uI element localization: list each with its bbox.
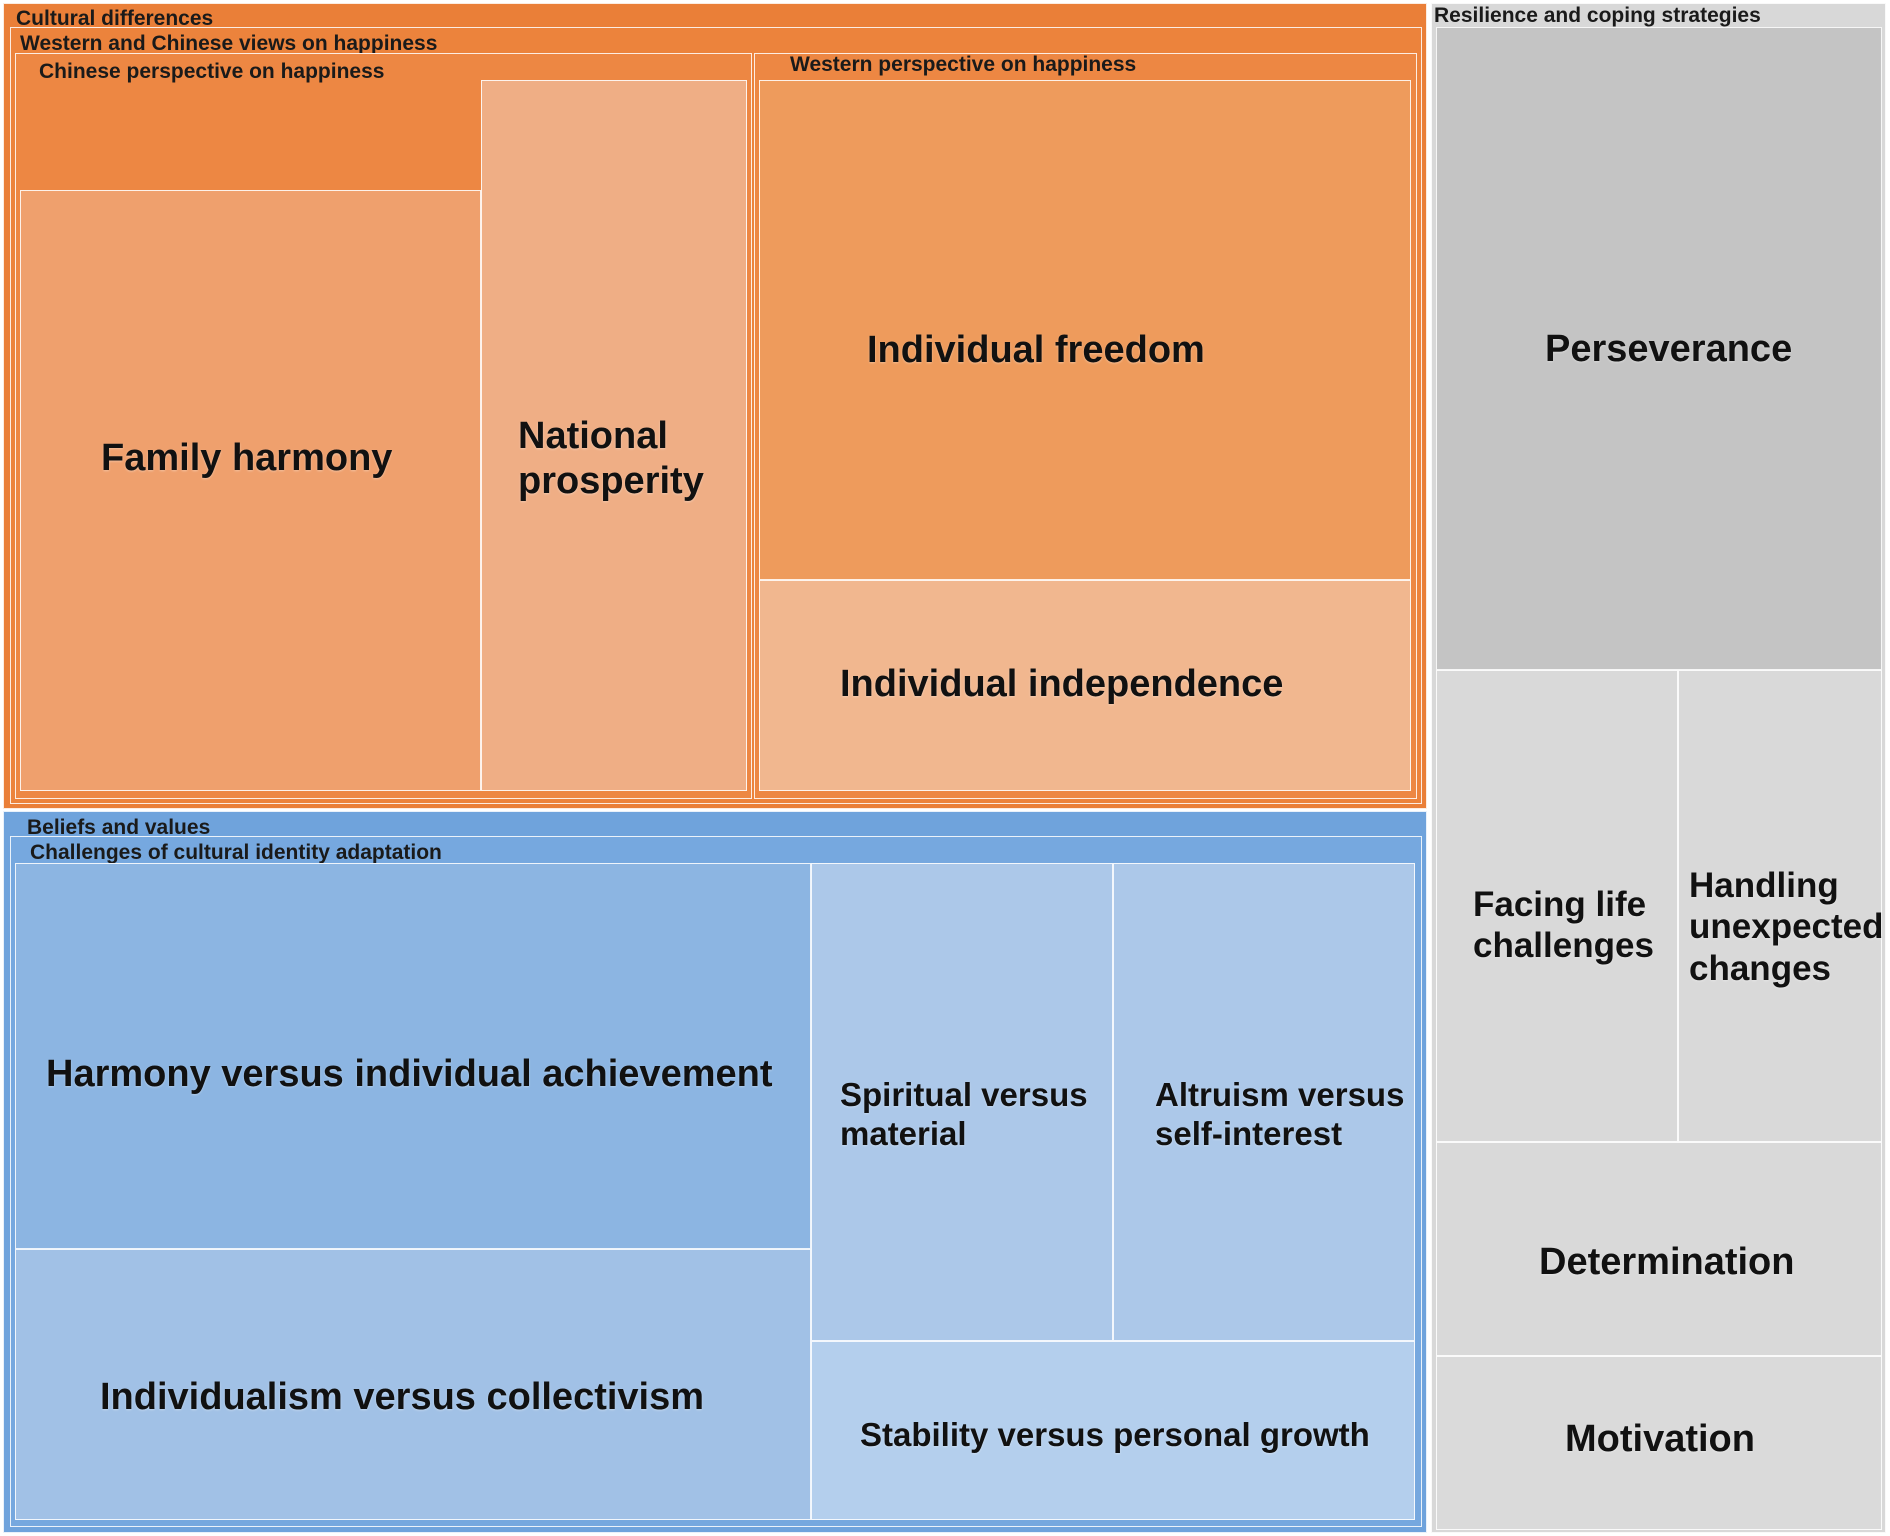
treemap-label-cultural-differences: Cultural differences [16,7,214,30]
treemap-label-resilience-and-coping-strategies: Resilience and coping strategies [1434,4,1761,27]
treemap-leaf-individual-independence: Individual independence [759,580,1411,791]
treemap-leaf-perseverance: Perseverance [1436,27,1882,670]
treemap-leaf-family-harmony: Family harmony [20,190,481,791]
treemap-label-harmony-versus-individual-achievement: Harmony versus individual achievement [46,1053,773,1095]
treemap-label-altruism-versus-self-interest: Altruism versus self-interest [1155,1076,1405,1152]
treemap-label-western-perspective-on-happiness: Western perspective on happiness [790,53,1137,76]
treemap-leaf-facing-life-challenges: Facing life challenges [1436,670,1678,1142]
treemap-leaf-individualism-versus-collectivism: Individualism versus collectivism [15,1249,811,1520]
treemap-leaf-individual-freedom: Individual freedom [759,80,1411,580]
treemap-label-motivation: Motivation [1565,1418,1755,1460]
treemap-label-chinese-perspective-on-happiness: Chinese perspective on happiness [39,60,385,83]
treemap-label-handling-unexpected-changes: Handling unexpected changes [1689,866,1884,988]
treemap-label-perseverance: Perseverance [1545,328,1793,370]
treemap-leaf-spiritual-versus-material: Spiritual versus material [811,863,1113,1341]
treemap-label-challenges-of-cultural-identity-adaptation: Challenges of cultural identity adaptati… [30,841,442,864]
treemap-label-family-harmony: Family harmony [101,437,393,479]
treemap-leaf-motivation: Motivation [1436,1356,1882,1530]
treemap-label-spiritual-versus-material: Spiritual versus material [840,1076,1088,1152]
treemap-label-western-and-chinese-views-on-happiness: Western and Chinese views on happiness [20,32,438,55]
treemap-label-stability-versus-personal-growth: Stability versus personal growth [860,1416,1370,1453]
treemap-leaf-national-prosperity: National prosperity [481,80,747,791]
treemap-label-individual-freedom: Individual freedom [867,329,1205,371]
treemap-leaf-determination: Determination [1436,1142,1882,1356]
treemap-leaf-harmony-versus-individual-achievement: Harmony versus individual achievement [15,863,811,1249]
treemap-label-individual-independence: Individual independence [840,663,1284,705]
treemap-label-determination: Determination [1539,1241,1795,1283]
treemap-label-national-prosperity: National prosperity [518,415,704,502]
treemap-label-beliefs-and-values: Beliefs and values [27,816,211,839]
treemap-leaf-altruism-versus-self-interest: Altruism versus self-interest [1113,863,1415,1341]
treemap-leaf-handling-unexpected-changes: Handling unexpected changes [1678,670,1884,1142]
treemap-label-facing-life-challenges: Facing life challenges [1473,885,1654,966]
treemap-leaf-stability-versus-personal-growth: Stability versus personal growth [811,1341,1415,1520]
treemap-label-individualism-versus-collectivism: Individualism versus collectivism [100,1376,705,1418]
